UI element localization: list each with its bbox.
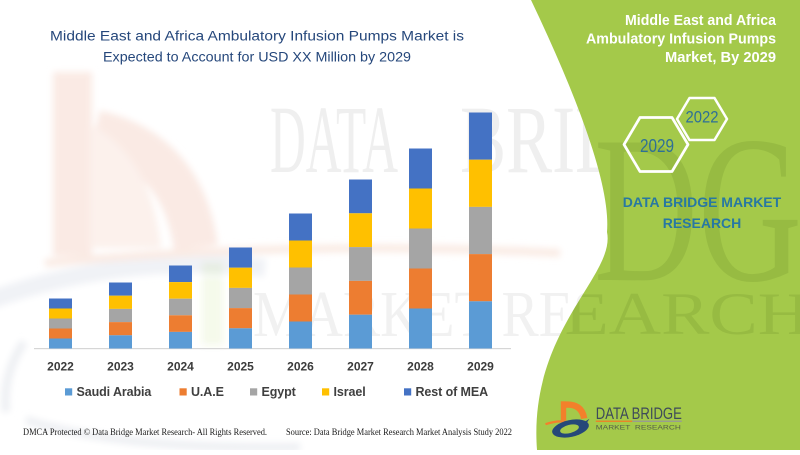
svg-text:2029: 2029 [467, 360, 494, 374]
svg-text:2023: 2023 [107, 360, 134, 374]
svg-text:2025: 2025 [227, 360, 254, 374]
svg-text:2022: 2022 [47, 360, 74, 374]
svg-text:Middle East and Africa: Middle East and Africa [625, 13, 777, 29]
svg-text:2027: 2027 [347, 360, 374, 374]
svg-text:Source: Data Bridge Market Res: Source: Data Bridge Market Research Mark… [286, 428, 512, 438]
svg-text:Expected to Account for USD XX: Expected to Account for USD XX Million b… [103, 50, 411, 65]
svg-text:U.A.E: U.A.E [191, 385, 224, 399]
svg-text:Rest of MEA: Rest of MEA [416, 385, 489, 399]
svg-text:Market, By 2029: Market, By 2029 [665, 50, 776, 66]
svg-text:2028: 2028 [407, 360, 434, 374]
svg-text:DATA BRIDGE MARKET: DATA BRIDGE MARKET [623, 194, 782, 210]
svg-text:Saudi Arabia: Saudi Arabia [77, 385, 153, 399]
svg-text:Ambulatory Infusion Pumps: Ambulatory Infusion Pumps [586, 32, 776, 48]
svg-text:DMCA Protected © Data Bridge M: DMCA Protected © Data Bridge Market Rese… [23, 427, 267, 438]
svg-text:DATA: DATA [270, 86, 398, 193]
svg-text:RESEARCH: RESEARCH [663, 215, 742, 231]
svg-text:2024: 2024 [167, 360, 194, 374]
svg-text:2026: 2026 [287, 360, 314, 374]
svg-text:Middle East and Africa Ambulat: Middle East and Africa Ambulatory Infusi… [50, 29, 464, 44]
svg-text:2029: 2029 [640, 136, 674, 156]
svg-text:DATA BRIDGE: DATA BRIDGE [596, 404, 682, 423]
svg-text:2022: 2022 [686, 109, 719, 127]
svg-text:Egypt: Egypt [262, 385, 297, 399]
svg-text:Israel: Israel [334, 385, 366, 399]
svg-text:MARKET RESEARCH: MARKET RESEARCH [596, 425, 681, 432]
